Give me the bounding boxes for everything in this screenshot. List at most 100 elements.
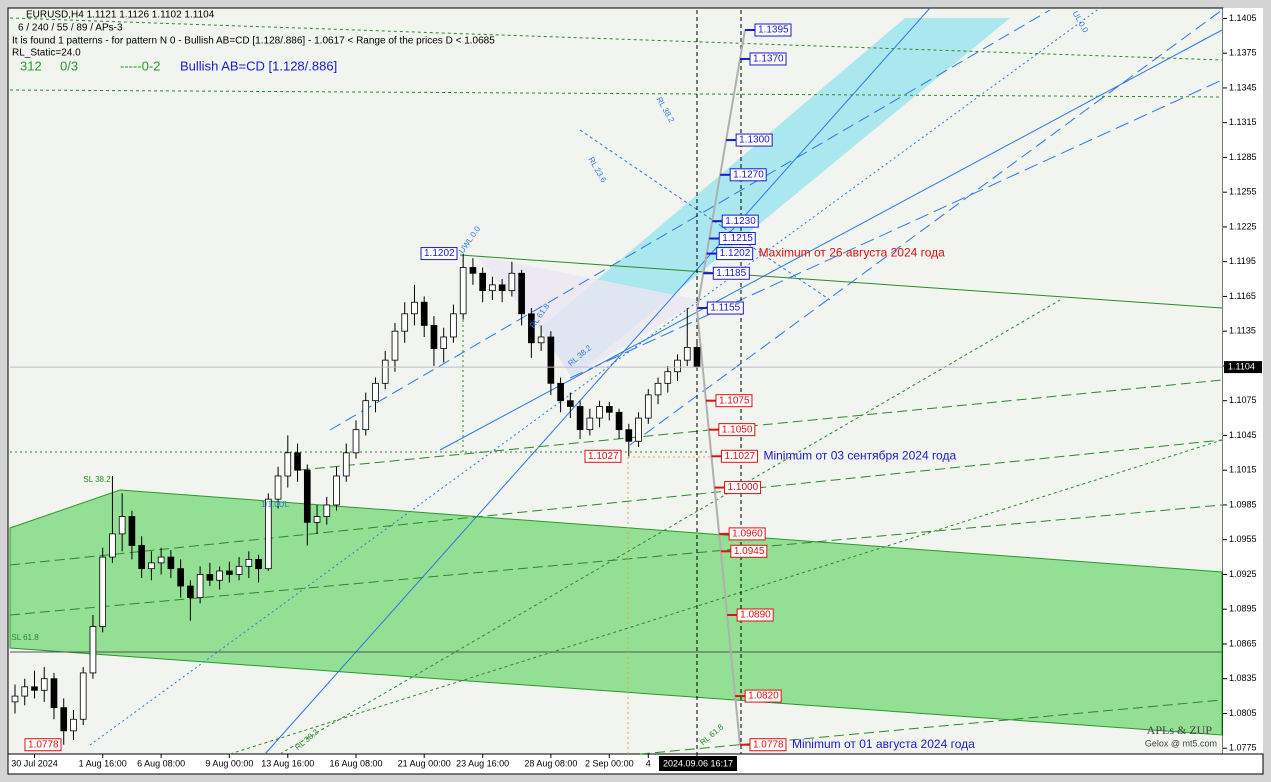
candle-body: [11, 695, 19, 703]
annotation: Maximum от 26 августа 2024 года: [759, 246, 945, 260]
candle-body: [508, 272, 516, 292]
x-tick-label: 30 Jul 2024: [11, 758, 58, 768]
candle-body: [654, 382, 662, 396]
candle-body: [342, 452, 350, 477]
candle-body: [644, 394, 652, 419]
candle-body: [187, 585, 194, 599]
y-tick-label: 1.1165: [1229, 291, 1256, 301]
y-tick-label: 1.0865: [1229, 638, 1257, 648]
left-level-box: [420, 247, 458, 261]
pattern-area: [475, 255, 700, 378]
level-box: [729, 168, 767, 182]
candle-body: [31, 686, 38, 691]
candle-body: [128, 516, 136, 546]
left-level-box: [584, 449, 622, 463]
candle-body: [683, 347, 691, 361]
y-tick-label: 1.1015: [1229, 465, 1257, 475]
level-label: 1.0960: [732, 529, 763, 540]
x-tick-label: 4: [646, 758, 651, 768]
left-level-box: [24, 738, 62, 752]
y-tick-label: 1.0895: [1229, 604, 1257, 614]
left-level-label: 1.1202: [424, 248, 455, 259]
candle-body: [206, 574, 214, 581]
y-tick-label: 1.1255: [1229, 187, 1257, 197]
candle-body: [459, 267, 467, 315]
level-label: 1.1300: [739, 135, 770, 146]
candle-body: [313, 516, 321, 523]
candle-body: [450, 313, 457, 338]
level-box: [749, 52, 787, 66]
candle-body: [79, 672, 87, 720]
y-tick-label: 1.1405: [1229, 13, 1257, 23]
level-label: 1.1185: [716, 268, 746, 279]
candle-body: [70, 718, 77, 732]
candle-body: [664, 371, 672, 384]
y-tick-label: 1.0985: [1229, 499, 1257, 509]
trend-line: [9, 17, 1223, 61]
x-tick-label: 1 Aug 16:00: [79, 758, 127, 768]
candle-body: [635, 417, 642, 442]
level-box: [721, 214, 759, 228]
candle-body: [401, 313, 409, 332]
level-box: [736, 608, 774, 622]
level-label: 1.1000: [728, 482, 759, 493]
level-box: [749, 738, 787, 752]
level-box: [712, 266, 750, 280]
annotation: Minimum от 01 августа 2024 года: [792, 737, 975, 751]
overlay: 1.0775 1.0805 1.0835 1.0865 1.0895 1.0925 1.09…: [10, 9, 1262, 771]
rl-static: RL_Static=24.0: [12, 48, 81, 59]
candle-body: [352, 429, 360, 454]
level-box: [724, 481, 762, 495]
level-box: [735, 133, 773, 147]
params: 6 / 240 / 55 / 89 / APs-3: [18, 23, 123, 34]
candle-body: [118, 516, 126, 535]
candle-body: [226, 570, 233, 575]
candle-body: [89, 626, 97, 674]
candle-body: [518, 272, 525, 315]
candle-body: [391, 330, 399, 361]
level-label: 1.1027: [724, 451, 755, 462]
trend-line: [9, 504, 1223, 616]
trend-line: [9, 439, 1223, 566]
y-tick-label: 1.1285: [1229, 152, 1257, 162]
y-tick-label: 1.1375: [1229, 48, 1257, 58]
level-box: [706, 301, 744, 315]
candle-body: [420, 301, 428, 326]
candle-body: [196, 574, 204, 599]
candle-body: [430, 324, 438, 349]
level-label: 1.0820: [748, 691, 779, 702]
watermark: Gelox @ mt5.com: [1145, 738, 1217, 748]
candle-body: [274, 475, 282, 500]
level-box: [718, 423, 756, 437]
green-lines: [9, 17, 1223, 755]
candle-body: [60, 707, 68, 732]
y-tick-label: 1.0775: [1229, 743, 1257, 753]
x-tick-label: 16 Aug 08:00: [329, 758, 382, 768]
level-box: [730, 544, 768, 558]
x-tick-label: 13 Aug 16:00: [261, 758, 314, 768]
level-label: 1.0890: [740, 610, 771, 621]
blue-lines: [89, 7, 1223, 755]
candle-body: [469, 267, 477, 274]
y-tick-label: 1.1225: [1229, 221, 1257, 231]
candle-body: [99, 556, 107, 627]
candle-body: [537, 336, 545, 344]
x-tick-label: 2024.09.06 16:17: [663, 758, 733, 768]
y-tick-label: 1.0955: [1229, 534, 1257, 544]
cyan-channel: [540, 18, 1010, 378]
trend-line: [9, 89, 1223, 98]
candle-body: [596, 406, 603, 419]
candle-body: [294, 452, 301, 471]
line-label: 1/1.0UL: [261, 500, 290, 509]
candle-body: [528, 313, 535, 344]
time-axis: [7, 753, 1264, 775]
candle-body: [489, 284, 496, 292]
candle-body: [255, 558, 262, 570]
candle-body: [323, 504, 331, 517]
candle-body: [138, 545, 145, 570]
line-label: SL 38.2: [83, 475, 111, 484]
x-tick-label: 9 Aug 00:00: [205, 758, 253, 768]
level-label: 1.1215: [722, 233, 753, 244]
level-box: [754, 23, 792, 37]
level-label: 1.0778: [753, 739, 784, 750]
